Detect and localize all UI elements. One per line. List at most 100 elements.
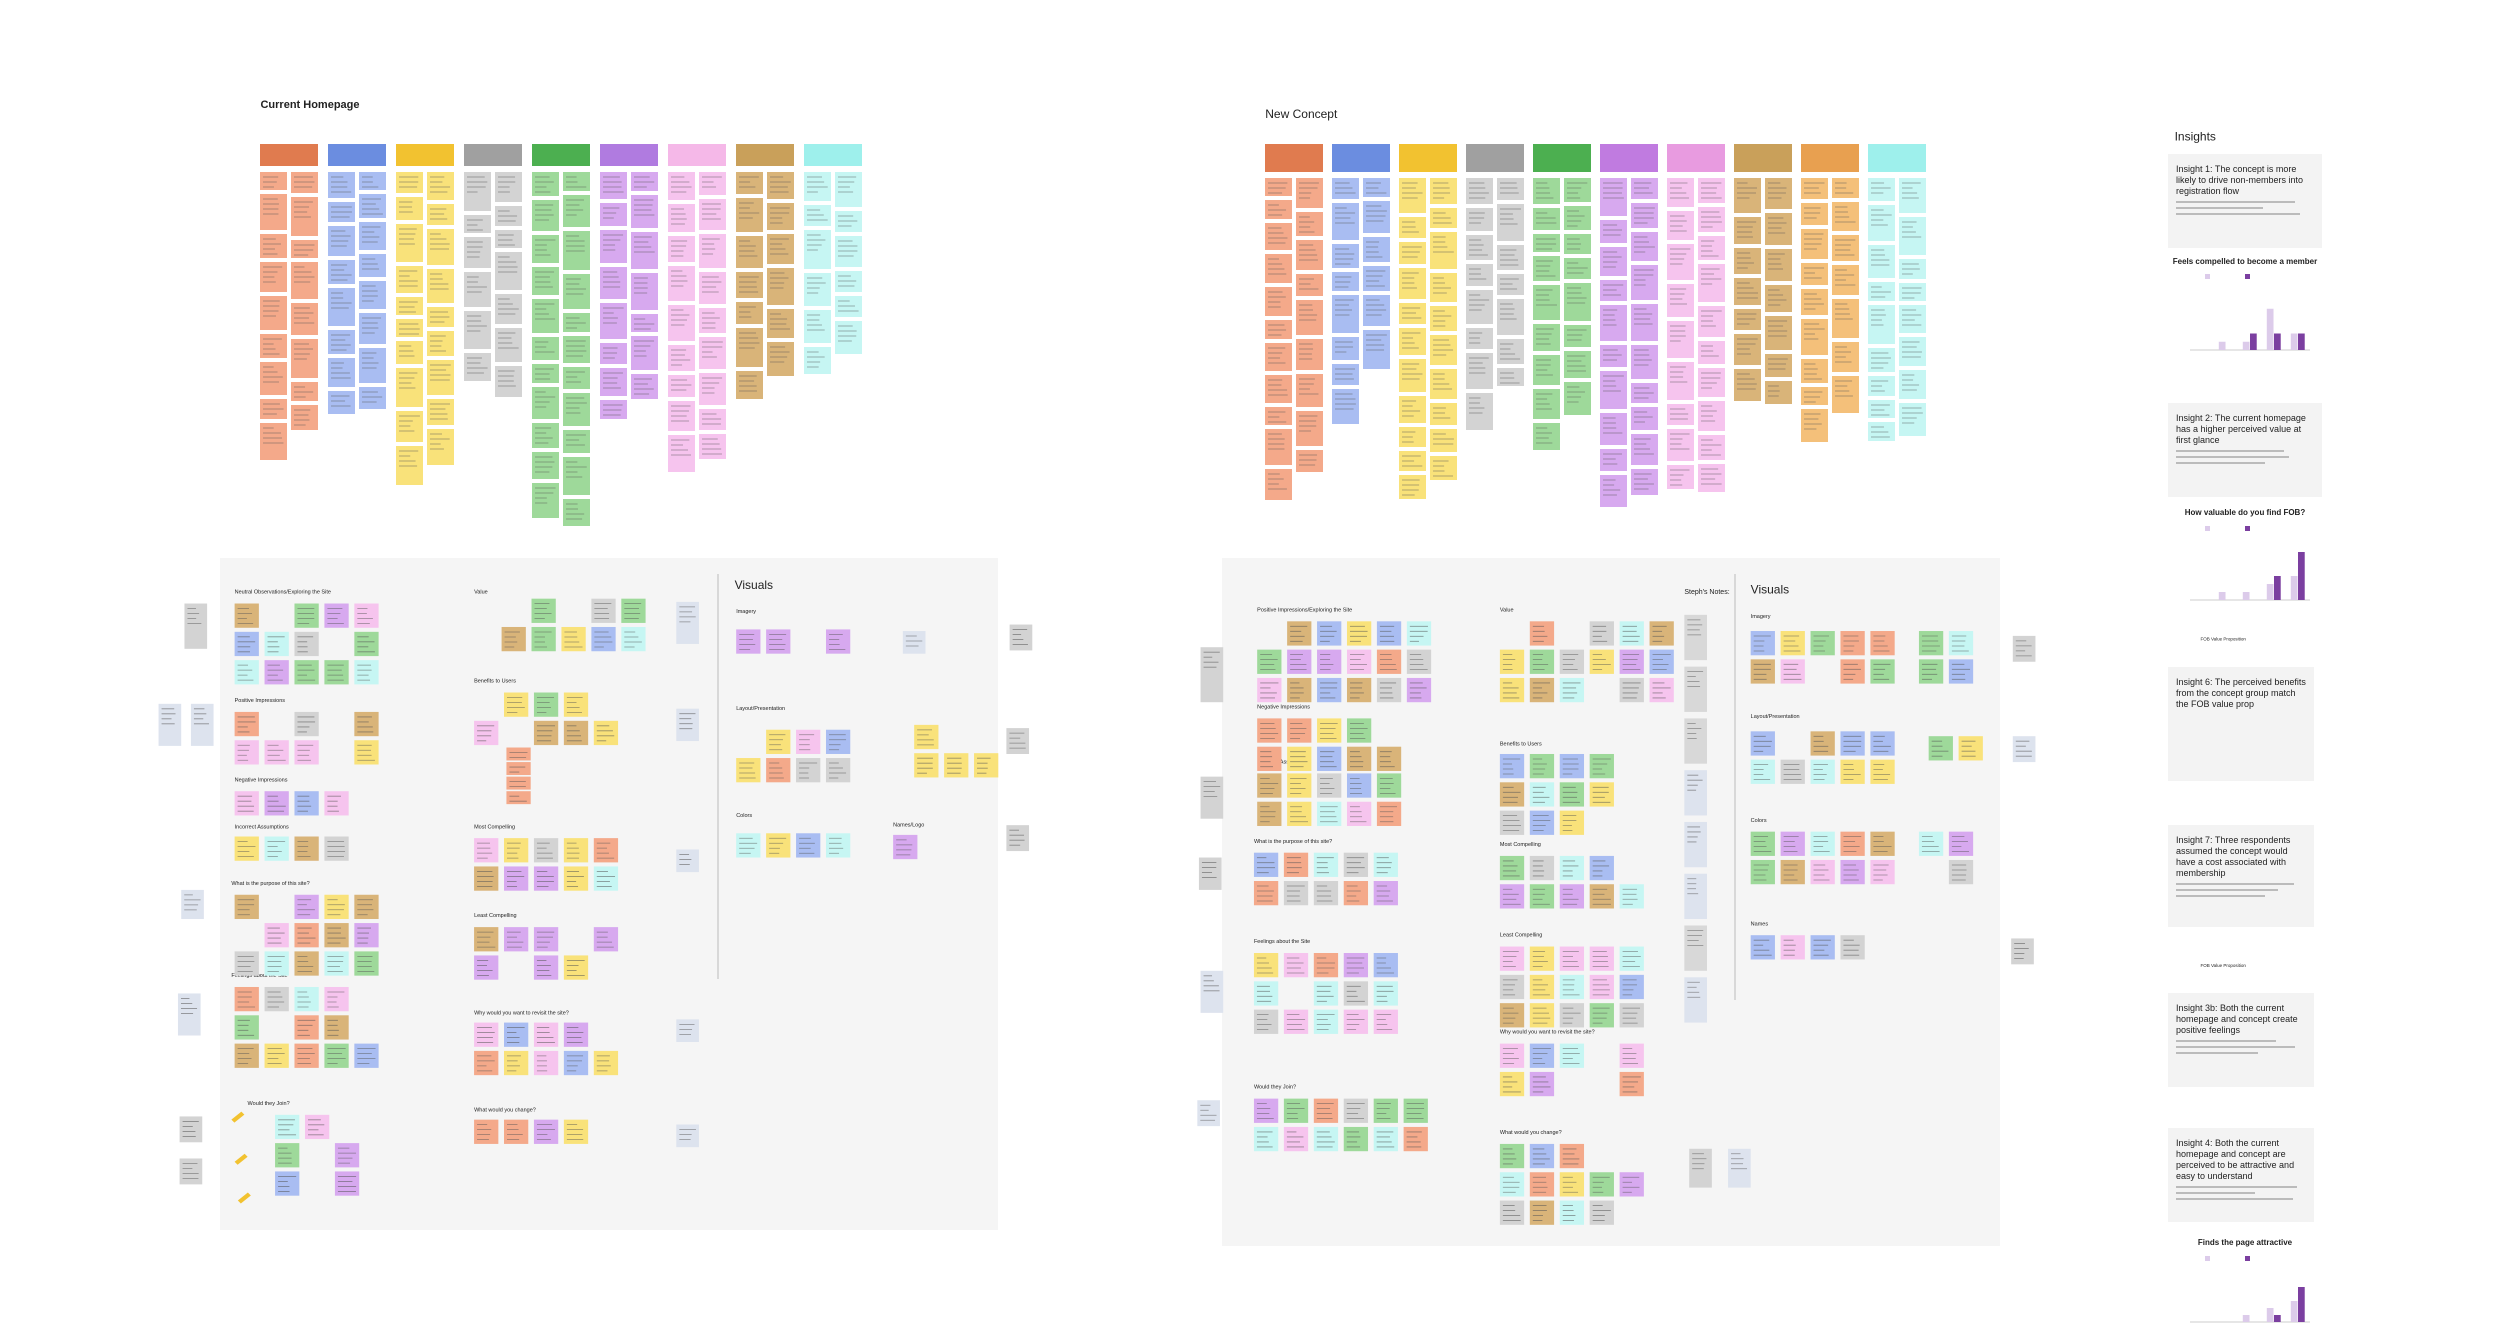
sticky-note	[275, 1143, 300, 1168]
sticky-note	[1317, 746, 1342, 771]
sticky-text	[1921, 836, 1940, 853]
sticky-note	[324, 923, 349, 948]
sticky-text	[1871, 380, 1889, 392]
sticky-note	[1619, 974, 1644, 1000]
sticky-note	[264, 660, 289, 685]
sticky-text	[1701, 211, 1722, 228]
sticky-text	[1873, 836, 1892, 853]
sticky-note	[1840, 731, 1865, 756]
sticky-note	[1559, 810, 1585, 835]
sticky-note	[1529, 621, 1555, 646]
sticky-text	[838, 300, 859, 312]
sticky-text	[1737, 338, 1758, 355]
sticky-note	[359, 254, 386, 277]
bullet-text	[2176, 213, 2300, 215]
sticky-note	[1343, 852, 1369, 877]
sticky-note	[1332, 295, 1359, 333]
sticky-text	[1592, 758, 1611, 775]
label: New Concept	[1265, 107, 1338, 121]
sticky-text	[1346, 1131, 1361, 1148]
sticky-note	[474, 955, 499, 980]
sticky-note	[1559, 946, 1585, 971]
sticky-text	[1012, 629, 1028, 645]
sticky-text	[1783, 764, 1802, 781]
sticky-note	[1287, 773, 1312, 798]
sticky-note	[1317, 649, 1342, 674]
sticky-text	[399, 176, 419, 188]
sticky-text	[362, 226, 381, 243]
sticky-note	[1253, 1126, 1279, 1152]
sticky-note	[1948, 659, 1974, 684]
sticky-note	[1734, 178, 1761, 213]
sticky-text	[1622, 1048, 1639, 1065]
label: Value	[1500, 607, 1514, 613]
sticky-note	[1497, 368, 1524, 386]
sticky-note	[1564, 382, 1591, 415]
sticky-note	[1197, 1100, 1220, 1127]
sticky-text	[1409, 625, 1428, 642]
sticky-text	[739, 240, 758, 257]
sticky-note	[1499, 1071, 1525, 1097]
sticky-note	[532, 452, 559, 479]
sticky-text	[1813, 764, 1828, 781]
sticky-note	[1313, 1098, 1339, 1123]
sticky-note	[234, 836, 259, 861]
sticky-text	[1376, 885, 1393, 902]
sticky-note	[563, 1050, 589, 1076]
sticky-text	[977, 757, 991, 774]
sticky-text	[828, 634, 846, 650]
sticky-text	[477, 960, 493, 976]
sticky-note	[291, 262, 318, 299]
sticky-note	[563, 457, 590, 495]
sticky-text	[294, 343, 314, 360]
bar	[2290, 333, 2298, 350]
sticky-note	[1801, 387, 1828, 405]
sticky-text	[1299, 244, 1318, 261]
sticky-note	[1619, 649, 1644, 674]
sticky-text	[1731, 1153, 1748, 1170]
sticky-text	[594, 603, 612, 620]
sticky-text	[430, 403, 451, 420]
sticky-text	[357, 744, 375, 761]
sticky-note	[600, 343, 627, 364]
sticky-text	[1500, 208, 1521, 225]
sticky-note	[1564, 325, 1591, 347]
sticky-note	[1589, 649, 1614, 674]
sticky-text	[634, 176, 655, 188]
sticky-text	[1622, 1007, 1641, 1024]
sticky-note	[1750, 631, 1775, 656]
sticky-text	[1320, 751, 1337, 768]
sticky-note	[563, 231, 590, 270]
sticky-note	[1403, 1098, 1428, 1123]
sticky-text	[1783, 836, 1799, 853]
sticky-note	[234, 631, 259, 657]
sticky-text	[702, 413, 722, 425]
sticky-text	[739, 176, 759, 188]
column-header	[532, 144, 590, 166]
sticky-note	[1499, 884, 1525, 909]
sticky-text	[327, 927, 346, 944]
sticky-note	[668, 345, 695, 371]
sticky-text	[1256, 1131, 1273, 1148]
sticky-note	[532, 235, 559, 263]
sticky-text	[679, 1129, 696, 1140]
sticky-note	[1559, 677, 1585, 703]
sticky-text	[237, 608, 254, 624]
sticky-note	[600, 172, 627, 199]
sticky-text	[182, 1163, 199, 1179]
sticky-text	[1804, 323, 1825, 340]
sticky-note	[668, 375, 695, 397]
sticky-text	[534, 603, 552, 620]
sticky-text	[362, 285, 378, 302]
sticky-text	[1634, 269, 1654, 286]
sticky-note	[767, 342, 794, 376]
sticky-text	[1532, 786, 1550, 803]
sticky-note	[1497, 274, 1524, 295]
sticky-note	[504, 927, 529, 952]
sticky-text	[807, 234, 826, 251]
sticky-note	[1870, 859, 1895, 885]
sticky-text	[702, 312, 720, 329]
sticky-note	[1559, 1172, 1585, 1197]
sticky-note	[1684, 666, 1707, 712]
sticky-note	[1589, 621, 1614, 646]
